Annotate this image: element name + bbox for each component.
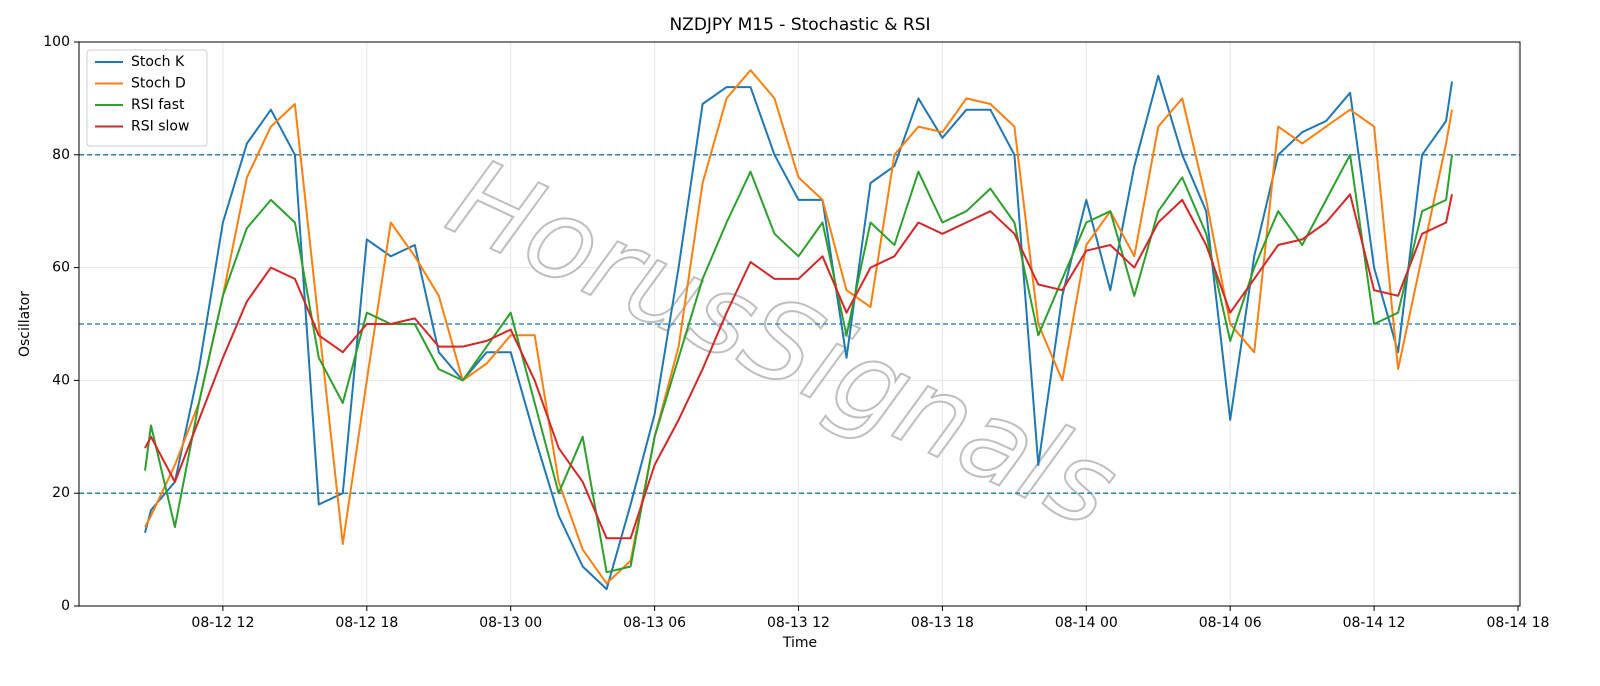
y-tick-label: 0 bbox=[61, 598, 70, 614]
x-tick-label: 08-13 00 bbox=[479, 615, 542, 631]
y-tick-label: 20 bbox=[52, 485, 70, 501]
x-tick-label: 08-14 06 bbox=[1199, 615, 1262, 631]
x-tick-label: 08-13 12 bbox=[767, 615, 830, 631]
legend-label: Stoch K bbox=[131, 54, 185, 70]
series-line bbox=[144, 193, 1453, 540]
x-tick-label: 08-13 18 bbox=[911, 615, 974, 631]
x-tick-label: 08-14 00 bbox=[1055, 615, 1118, 631]
chart-title: NZDJPY M15 - Stochastic & RSI bbox=[669, 15, 930, 35]
x-tick-label: 08-12 12 bbox=[191, 615, 254, 631]
y-tick-label: 80 bbox=[52, 147, 70, 163]
x-tick-label: 08-13 06 bbox=[623, 615, 686, 631]
legend-label: Stoch D bbox=[131, 76, 186, 92]
plot-frame bbox=[78, 41, 1521, 607]
x-tick-label: 08-14 12 bbox=[1343, 615, 1406, 631]
x-tick-label: 08-14 18 bbox=[1487, 615, 1550, 631]
legend-label: RSI slow bbox=[131, 119, 189, 135]
series-line bbox=[144, 153, 1453, 574]
y-tick-label: 100 bbox=[43, 34, 70, 50]
y-axis-label: Oscillator bbox=[17, 291, 33, 357]
y-tick-label: 40 bbox=[52, 372, 70, 388]
series-line bbox=[144, 74, 1453, 591]
y-tick-label: 60 bbox=[52, 260, 70, 276]
x-axis-label: Time bbox=[782, 635, 817, 651]
legend-label: RSI fast bbox=[131, 97, 185, 113]
legend-box bbox=[86, 49, 208, 147]
series-line bbox=[144, 69, 1453, 585]
x-tick-label: 08-12 18 bbox=[335, 615, 398, 631]
